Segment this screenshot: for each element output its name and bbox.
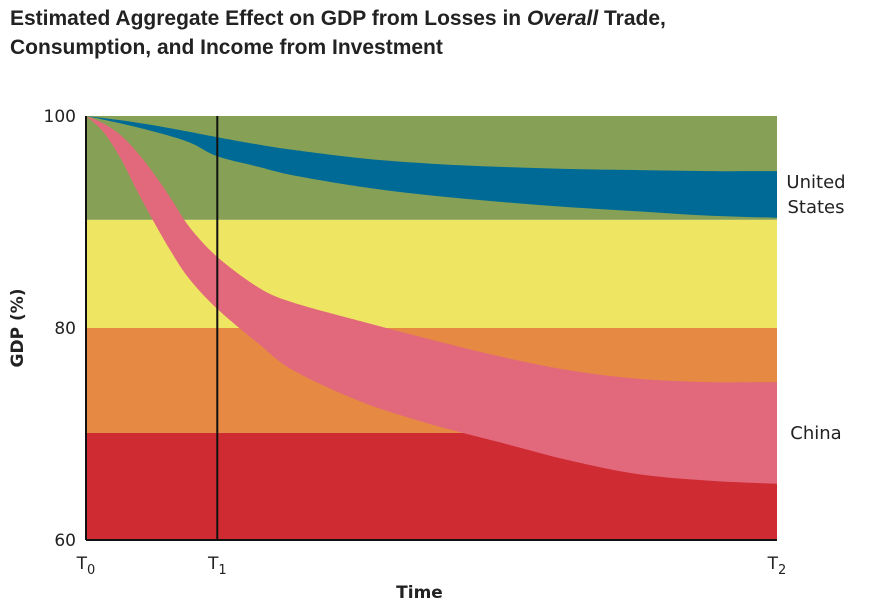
x-tick-base: T <box>76 554 88 574</box>
y-tick-label: 60 <box>54 531 76 551</box>
chart-title-part2: Trade, <box>598 7 666 30</box>
x-tick-label: T1 <box>207 554 227 578</box>
series-label-united-states: United <box>786 172 845 193</box>
chart-title: Estimated Aggregate Effect on GDP from L… <box>10 4 666 62</box>
x-tick-subscript: 2 <box>778 563 786 578</box>
series-labels: United States China <box>786 172 845 444</box>
y-tick-label: 100 <box>44 107 76 127</box>
x-tick-label: T0 <box>76 554 96 578</box>
chart-title-emphasis: Overall <box>526 7 599 30</box>
x-tick-base: T <box>207 554 219 574</box>
series-label-china: China <box>790 423 841 444</box>
chart-title-line2: Consumption, and Income from Investment <box>10 36 443 59</box>
y-tick-label: 80 <box>54 319 76 339</box>
x-tick-base: T <box>767 554 779 574</box>
series-areas <box>86 116 777 484</box>
chart-axes <box>85 116 777 541</box>
series-label-united-states: States <box>787 197 844 218</box>
series-area-united-states <box>86 116 777 218</box>
series-area-china <box>86 116 777 484</box>
chart-title-part1: Estimated Aggregate Effect on GDP from L… <box>10 7 527 30</box>
x-tick-subscript: 0 <box>87 563 95 578</box>
y-axis-title: GDP (%) <box>8 288 28 367</box>
x-tick-subscript: 1 <box>218 563 226 578</box>
x-tick-label: T2 <box>767 554 787 578</box>
x-axis-title: Time <box>396 583 443 603</box>
